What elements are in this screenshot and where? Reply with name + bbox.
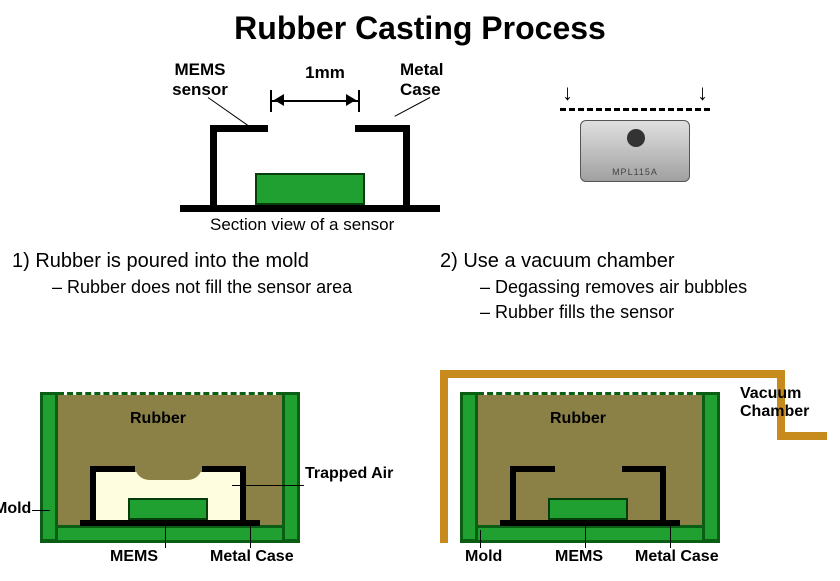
leader-case (394, 97, 430, 117)
arrow-down-right-icon: ↓ (697, 80, 708, 106)
leader-mems (208, 97, 251, 128)
fig2-label-metal-case: Metal Case (635, 548, 719, 566)
fig1-mold-left (40, 392, 58, 542)
fig2-rubber-top (478, 392, 702, 395)
fig1-label-rubber: Rubber (130, 410, 186, 428)
case-left (210, 130, 217, 208)
fig1-case-base (80, 520, 260, 526)
fig1-mems (128, 498, 208, 520)
fig2-vac-right-out (777, 432, 827, 440)
top-row: MEMS sensor 1mm Metal Case Section view … (0, 55, 840, 235)
fig2-label-mems: MEMS (555, 548, 603, 566)
fig1-label-mems: MEMS (110, 548, 158, 566)
fig2-label-mold: Mold (465, 548, 502, 566)
fig1-rubber-top (58, 392, 282, 395)
step1-heading: 1) Rubber is poured into the mold (12, 250, 412, 273)
fig1-leader-air (232, 485, 304, 486)
fig2-case-right (660, 470, 666, 525)
fig1-leader-mems (165, 520, 166, 548)
step-1: 1) Rubber is poured into the mold Rubber… (12, 250, 412, 298)
caption-section-view: Section view of a sensor (210, 215, 394, 235)
fig1-label-metal-case: Metal Case (210, 548, 294, 566)
fig2-mems (548, 498, 628, 520)
step-2: 2) Use a vacuum chamber Degassing remove… (440, 250, 830, 323)
fig2-case-top-l (510, 466, 555, 472)
fig2-leader-mems (585, 520, 586, 548)
step2-sub1: Degassing removes air bubbles (480, 277, 830, 298)
fig2-case-base (500, 520, 680, 526)
chip-marking: MPL115A (581, 167, 689, 177)
case-right (403, 130, 410, 208)
fig1-case-right (240, 470, 246, 525)
sensor-photo: ↓ ↓ MPL115A (560, 80, 710, 210)
fig1-leader-mold (32, 510, 50, 511)
fig1-mold-right (282, 392, 300, 542)
cut-plane-line (560, 108, 710, 111)
fig2-mold-right (702, 392, 720, 542)
sensor-baseline (180, 205, 440, 212)
fig2-leader-case (670, 526, 671, 548)
fig1-leader-case (250, 526, 251, 548)
chip-body: MPL115A (580, 120, 690, 182)
case-top-right (355, 125, 410, 132)
fig2-mold (460, 525, 720, 543)
arrow-down-left-icon: ↓ (562, 80, 573, 106)
fig2-leader-mold (480, 530, 481, 548)
step1-sub1: Rubber does not fill the sensor area (52, 277, 412, 298)
fig1-label-mold: Mold (0, 500, 31, 518)
fig2-vac-top (440, 370, 785, 378)
step2-heading: 2) Use a vacuum chamber (440, 250, 830, 273)
mems-block-top (255, 173, 365, 205)
fig2-vac-left (440, 370, 448, 543)
case-top-left (210, 125, 268, 132)
figure-2: Rubber Vacuum Chamber Mold MEMS Metal Ca… (440, 370, 830, 570)
fig1-air-meniscus (135, 466, 202, 480)
fig2-mold-left (460, 392, 478, 542)
fig2-case-left (510, 470, 516, 525)
figure-1: Rubber Trapped Air Mold MEMS Metal Case (20, 370, 390, 570)
fig1-label-trapped-air: Trapped Air (305, 465, 395, 483)
step2-sub2: Rubber fills the sensor (480, 302, 830, 323)
page-title: Rubber Casting Process (0, 0, 840, 47)
chip-port-hole (627, 129, 645, 147)
sensor-cross-section (180, 75, 470, 205)
fig2-label-rubber: Rubber (550, 410, 606, 428)
fig2-case-top-r (622, 466, 666, 472)
fig2-label-vacuum: Vacuum Chamber (740, 385, 830, 421)
fig1-mold (40, 525, 300, 543)
